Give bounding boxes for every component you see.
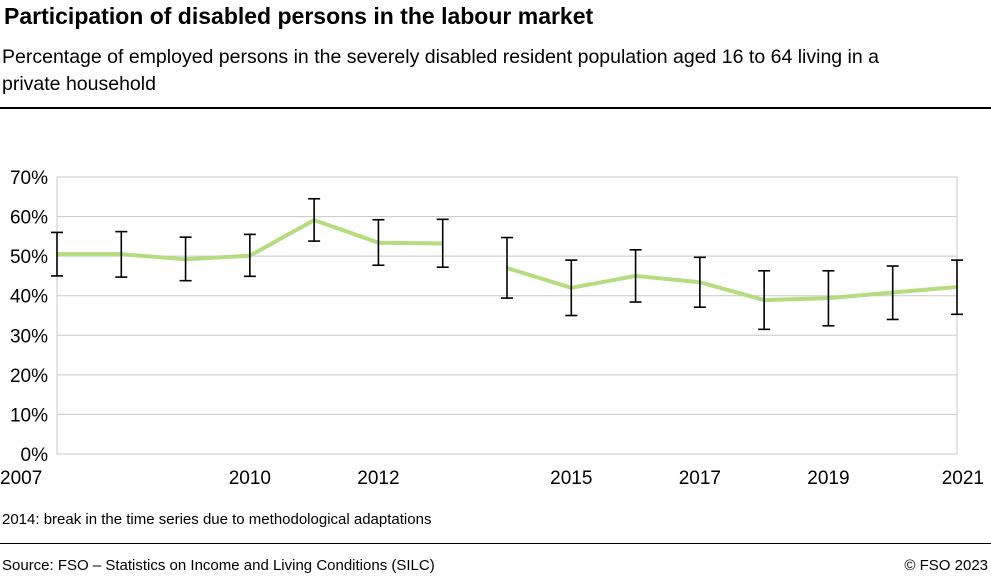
y-tick-label: 0% xyxy=(21,445,49,466)
x-tick-label: 2019 xyxy=(807,468,849,489)
y-axis-ticks: 0% 10% 20% 30% 40% 50% 60% 70% xyxy=(10,168,48,466)
error-bar xyxy=(501,236,513,299)
error-bars xyxy=(51,197,963,331)
y-tick-label: 50% xyxy=(10,247,48,268)
error-bar xyxy=(179,236,192,282)
plot-border xyxy=(56,176,958,455)
y-tick-label: 10% xyxy=(10,405,48,426)
series-line-segment xyxy=(506,266,958,303)
x-tick-label: 2007 xyxy=(0,468,42,489)
error-bar xyxy=(51,231,63,277)
error-bar xyxy=(115,230,128,278)
error-bar xyxy=(693,256,706,308)
error-bar xyxy=(372,218,385,267)
copyright-text: © FSO 2023 xyxy=(904,557,988,574)
header-divider xyxy=(0,107,991,109)
x-tick-label: 2010 xyxy=(229,468,271,489)
error-bar xyxy=(758,269,771,331)
chart-title: Participation of disabled persons in the… xyxy=(4,3,594,29)
error-bar xyxy=(886,265,899,321)
y-tick-label: 60% xyxy=(10,208,48,229)
line-chart: 0% 10% 20% 30% 40% 50% 60% 70% 2007 2010 2012 2015… xyxy=(0,168,984,489)
error-bar xyxy=(565,259,578,317)
error-bar xyxy=(243,233,256,278)
y-tick-label: 20% xyxy=(10,366,48,387)
error-bar xyxy=(308,197,321,242)
source-text: Source: FSO – Statistics on Income and L… xyxy=(2,557,435,574)
x-tick-label: 2017 xyxy=(679,468,721,489)
chart-note: 2014: break in the time series due to me… xyxy=(2,511,432,528)
error-bar xyxy=(822,269,835,327)
gridlines xyxy=(56,176,958,455)
y-tick-label: 30% xyxy=(10,326,48,347)
x-axis-ticks: 2007 2010 2012 2015 2017 2019 2021 xyxy=(0,468,984,489)
x-tick-label: 2015 xyxy=(550,468,592,489)
x-tick-label: 2021 xyxy=(942,468,984,489)
error-bar xyxy=(436,218,449,269)
y-tick-label: 70% xyxy=(10,168,48,189)
error-bar xyxy=(951,259,963,316)
x-tick-label: 2012 xyxy=(357,468,399,489)
chart-subtitle: Percentage of employed persons in the se… xyxy=(2,46,879,95)
error-bar xyxy=(629,249,642,303)
footer-divider xyxy=(0,543,991,544)
y-tick-label: 40% xyxy=(10,287,48,308)
